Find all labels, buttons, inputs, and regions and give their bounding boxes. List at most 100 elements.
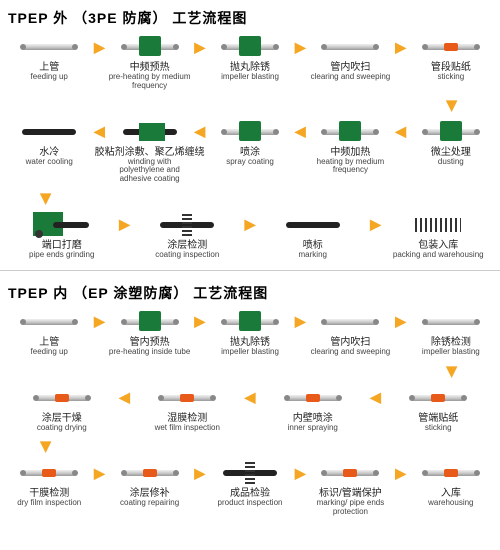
step-icon (20, 460, 78, 486)
step-label-en: pre-heating inside tube (109, 348, 190, 357)
step-icon (158, 385, 216, 411)
arrow-icon: ◀ (90, 119, 108, 145)
step-label-en: winding with polyethylene and adhesive c… (108, 158, 190, 184)
process-step: 内壁喷涂inner spraying (259, 385, 367, 433)
process-row: 水冷water cooling◀胶粘剂涂敷、聚乙烯缠绕winding with … (8, 119, 492, 184)
arrow-icon: ▶ (191, 34, 209, 60)
step-icon (321, 460, 379, 486)
step-icon (422, 119, 480, 145)
arrow-icon: ▶ (291, 460, 309, 486)
arrow-icon: ▶ (392, 309, 410, 335)
step-label-en: feeding up (31, 73, 68, 82)
step-label-en: marking (299, 251, 327, 260)
step-icon (321, 34, 379, 60)
process-step: 管内预热pre-heating inside tube (108, 309, 190, 357)
step-label-cn: 管端贴纸 (418, 413, 458, 424)
process-step: 上管feeding up (8, 309, 90, 357)
process-step: 胶粘剂涂敷、聚乙烯缠绕winding with polyethylene and… (108, 119, 190, 184)
arrow-icon: ◀ (241, 385, 259, 411)
process-step: 喷标marking (259, 212, 367, 260)
step-label-en: inner spraying (288, 424, 338, 433)
step-icon (284, 385, 342, 411)
process-step: 水冷water cooling (8, 119, 90, 167)
arrow-icon: ▶ (116, 212, 134, 238)
step-label-en: wet film inspection (155, 424, 220, 433)
step-label-en: coating drying (37, 424, 87, 433)
step-label-en: coating repairing (120, 499, 179, 508)
step-icon (158, 212, 216, 238)
step-label-en: sticking (437, 73, 464, 82)
step-icon (121, 309, 179, 335)
arrow-down-icon: ▶ (34, 190, 60, 208)
process-step: 抛丸除锈impeller blasting (209, 34, 291, 82)
step-label-en: coating inspection (155, 251, 219, 260)
step-label-en: clearing and sweeping (311, 73, 391, 82)
step-icon (422, 460, 480, 486)
step-icon (321, 119, 379, 145)
row-connector: ▶ (8, 359, 492, 385)
section2-title: TPEP 内 （EP 涂塑防腐） 工艺流程图 (8, 283, 492, 303)
arrow-icon: ▶ (90, 460, 108, 486)
step-label-cn: 微尘处理 (431, 147, 471, 158)
step-label-en: impeller blasting (221, 73, 279, 82)
step-label-cn: 内壁喷涂 (293, 413, 333, 424)
step-icon (422, 309, 480, 335)
process-step: 端口打磨pipe ends grinding (8, 212, 116, 260)
step-label-en: pipe ends grinding (29, 251, 94, 260)
step-label-en: marking/ pipe ends protection (309, 499, 391, 517)
process-row: 干膜检测dry film inspection▶涂层修补coating repa… (8, 460, 492, 517)
arrow-icon: ▶ (90, 309, 108, 335)
row-connector: ▶ (8, 186, 492, 212)
step-label-en: product inspection (218, 499, 283, 508)
step-label-en: dusting (438, 158, 464, 167)
step-label-en: feeding up (31, 348, 68, 357)
row-connector: ▶ (8, 93, 492, 119)
step-icon (321, 309, 379, 335)
process-row: 端口打磨pipe ends grinding▶涂层检测coating inspe… (8, 212, 492, 260)
step-label-cn: 胶粘剂涂敷、聚乙烯缠绕 (95, 147, 205, 158)
step-icon (20, 309, 78, 335)
step-label-en: sticking (425, 424, 452, 433)
step-label-en: dry film inspection (17, 499, 81, 508)
process-step: 成品检验product inspection (209, 460, 291, 508)
process-step: 管段贴纸sticking (410, 34, 492, 82)
process-step: 管端贴纸sticking (385, 385, 493, 433)
arrow-down-icon: ▶ (34, 438, 60, 456)
arrow-icon: ▶ (392, 460, 410, 486)
arrow-icon: ▶ (291, 309, 309, 335)
arrow-icon: ▶ (191, 460, 209, 486)
step-icon (33, 212, 91, 238)
step-icon (33, 385, 91, 411)
arrow-icon: ▶ (241, 212, 259, 238)
arrow-icon: ▶ (392, 34, 410, 60)
process-step: 包装入库packing and warehousing (385, 212, 493, 260)
step-icon (121, 460, 179, 486)
step-icon (121, 119, 179, 145)
process-row: 涂层干燥coating drying◀湿膜检测wet film inspecti… (8, 385, 492, 433)
section-inner: TPEP 内 （EP 涂塑防腐） 工艺流程图 上管feeding up▶管内预热… (0, 275, 500, 523)
arrow-icon: ◀ (367, 385, 385, 411)
process-step: 微尘处理dusting (410, 119, 492, 167)
process-step: 涂层检测coating inspection (134, 212, 242, 260)
process-step: 喷涂spray coating (209, 119, 291, 167)
arrow-icon: ▶ (291, 34, 309, 60)
step-label-en: pre-heating by medium frequency (108, 73, 190, 91)
step-label-en: warehousing (428, 499, 473, 508)
step-label-cn: 湿膜检测 (167, 413, 207, 424)
process-row: 上管feeding up▶管内预热pre-heating inside tube… (8, 309, 492, 357)
process-step: 管内吹扫clearing and sweeping (309, 309, 391, 357)
step-label-en: impeller blasting (422, 348, 480, 357)
arrow-icon: ◀ (191, 119, 209, 145)
process-step: 中频加热heating by medium frequency (309, 119, 391, 176)
separator (0, 270, 500, 271)
step-label-en: spray coating (226, 158, 274, 167)
process-step: 除锈检测impeller blasting (410, 309, 492, 357)
process-step: 抛丸除锈impeller blasting (209, 309, 291, 357)
arrow-icon: ◀ (291, 119, 309, 145)
step-icon (20, 34, 78, 60)
arrow-icon: ◀ (116, 385, 134, 411)
step-label-en: impeller blasting (221, 348, 279, 357)
section-outer: TPEP 外 （3PE 防腐） 工艺流程图 上管feeding up▶中频预热p… (0, 0, 500, 266)
arrow-icon: ▶ (367, 212, 385, 238)
step-icon (284, 212, 342, 238)
